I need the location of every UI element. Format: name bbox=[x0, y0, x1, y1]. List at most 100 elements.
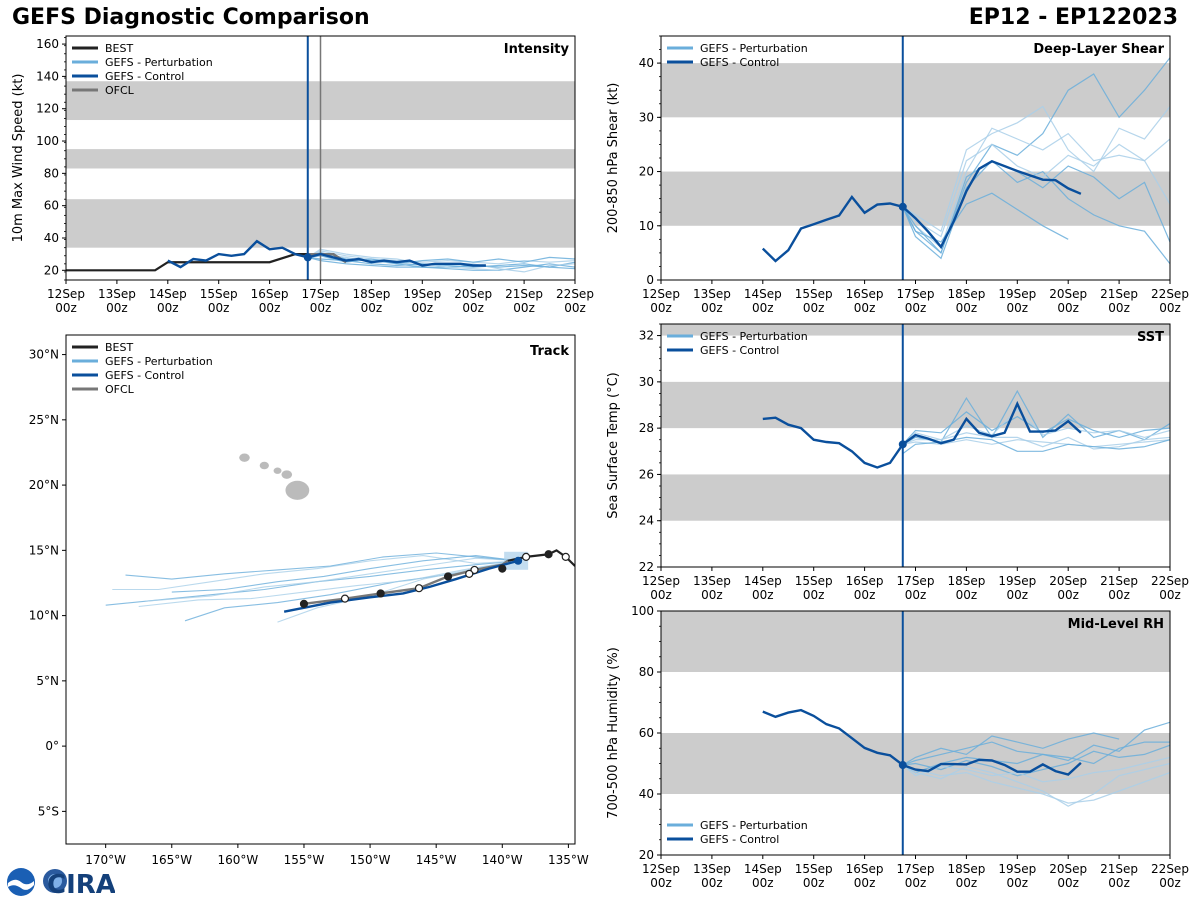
legend-label-perturbation: GEFS - Perturbation bbox=[105, 56, 213, 69]
y-tick-label-sst: 22 bbox=[639, 560, 654, 574]
panel-sst: 22242628303212Sep00z13Sep00z14Sep00z15Se… bbox=[606, 323, 1189, 602]
control-line-intensity bbox=[167, 239, 486, 269]
agency-logos: CIRA bbox=[7, 868, 115, 898]
plot-frame-sst bbox=[660, 323, 1171, 568]
x-tick-label-date-sst: 13Sep bbox=[693, 574, 731, 588]
track-point-2 bbox=[521, 552, 531, 561]
x-tick-label-hour-intensity: 00z bbox=[157, 301, 179, 315]
x-tick-label-hour-rh: 00z bbox=[956, 876, 978, 890]
track-point-3 bbox=[498, 564, 507, 573]
track-point-5 bbox=[465, 569, 474, 578]
control-line-rh bbox=[762, 708, 1082, 776]
legend-label-control: GEFS - Control bbox=[700, 833, 779, 846]
track-x-tick-label: 155°W bbox=[284, 853, 325, 867]
x-tick-label-hour-shear: 00z bbox=[1108, 301, 1130, 315]
y-tick-label-intensity: 160 bbox=[36, 37, 59, 51]
y-tick-label-rh: 80 bbox=[639, 665, 654, 679]
y-tick-label-sst: 24 bbox=[639, 514, 654, 528]
x-tick-label-date-shear: 21Sep bbox=[1100, 287, 1138, 301]
y-tick-label-shear: 20 bbox=[639, 165, 654, 179]
x-tick-label-date-shear: 17Sep bbox=[897, 287, 935, 301]
y-tick-label-rh: 100 bbox=[631, 604, 654, 618]
track-x-tick-label: 140°W bbox=[482, 853, 523, 867]
track-y-tick-label: 30°N bbox=[29, 348, 59, 362]
island-1 bbox=[259, 461, 269, 470]
track-control-start bbox=[514, 556, 523, 565]
x-tick-label-date-rh: 16Sep bbox=[846, 862, 884, 876]
track-point-4 bbox=[470, 565, 479, 575]
x-tick-label-date-shear: 14Sep bbox=[744, 287, 782, 301]
perturbation-line-rh-1 bbox=[902, 764, 1170, 804]
y-tick-label-rh: 40 bbox=[639, 787, 654, 801]
y-axis-label-sst: Sea Surface Temp (°C) bbox=[606, 372, 621, 519]
x-tick-label-date-shear: 13Sep bbox=[693, 287, 731, 301]
perturbation-line-intensity-5 bbox=[307, 248, 499, 271]
x-tick-label-date-shear: 19Sep bbox=[998, 287, 1036, 301]
track-x-tick-label: 150°W bbox=[350, 853, 391, 867]
legend-label-ofcl: OFCL bbox=[105, 383, 135, 396]
perturbation-line-intensity-4 bbox=[307, 255, 575, 265]
y-tick-label-shear: 40 bbox=[639, 56, 654, 70]
legend-label-control: GEFS - Control bbox=[700, 344, 779, 357]
x-tick-label-date-shear: 22Sep bbox=[1151, 287, 1189, 301]
y-axis-label-rh: 700-500 hPa Humidity (%) bbox=[606, 647, 621, 819]
track-point-6 bbox=[443, 572, 453, 581]
track-y-tick-label: 5°S bbox=[38, 804, 59, 818]
x-tick-label-date-shear: 15Sep bbox=[795, 287, 833, 301]
x-tick-label-date-sst: 20Sep bbox=[1049, 574, 1087, 588]
x-tick-label-date-sst: 19Sep bbox=[998, 574, 1036, 588]
x-tick-label-date-intensity: 20Sep bbox=[454, 287, 492, 301]
band-shear-1 bbox=[661, 63, 1170, 118]
island-0 bbox=[239, 453, 250, 462]
track-x-tick-label: 135°W bbox=[548, 853, 589, 867]
x-tick-label-hour-rh: 00z bbox=[1108, 876, 1130, 890]
x-tick-label-hour-sst: 00z bbox=[1159, 588, 1181, 602]
x-tick-label-hour-intensity: 00z bbox=[361, 301, 383, 315]
perturbation-line-sst-1 bbox=[902, 439, 1170, 448]
x-tick-label-hour-rh: 00z bbox=[854, 876, 876, 890]
y-tick-label-intensity: 140 bbox=[36, 69, 59, 83]
band-sst-1 bbox=[661, 381, 1170, 429]
track-y-tick-label: 20°N bbox=[29, 478, 59, 492]
x-tick-label-date-intensity: 14Sep bbox=[149, 287, 187, 301]
perturbation-line-shear-1 bbox=[902, 127, 1170, 249]
track-point-10 bbox=[299, 599, 309, 608]
band-sst-2 bbox=[661, 324, 1170, 336]
legend-label-control: GEFS - Control bbox=[700, 56, 779, 69]
x-tick-label-hour-intensity: 00z bbox=[259, 301, 281, 315]
legend-label-ofcl: OFCL bbox=[105, 84, 135, 97]
legend-label-perturbation: GEFS - Perturbation bbox=[700, 42, 808, 55]
island-3 bbox=[281, 470, 293, 479]
x-tick-label-date-rh: 17Sep bbox=[897, 862, 935, 876]
x-tick-label-date-intensity: 12Sep bbox=[47, 287, 85, 301]
y-tick-label-sst: 32 bbox=[639, 329, 654, 343]
track-y-tick-label: 10°N bbox=[29, 609, 59, 623]
track-y-tick-label: 25°N bbox=[29, 413, 59, 427]
track-x-tick-label: 170°W bbox=[85, 853, 126, 867]
x-tick-label-hour-sst: 00z bbox=[803, 588, 825, 602]
x-tick-label-date-rh: 21Sep bbox=[1100, 862, 1138, 876]
x-tick-label-date-intensity: 19Sep bbox=[403, 287, 441, 301]
x-tick-label-hour-shear: 00z bbox=[701, 301, 723, 315]
y-tick-label-shear: 0 bbox=[646, 273, 654, 287]
track-point-8 bbox=[376, 589, 385, 598]
track-perturbation-5 bbox=[138, 560, 519, 608]
x-tick-label-date-sst: 17Sep bbox=[897, 574, 935, 588]
legend-label-perturbation: GEFS - Perturbation bbox=[700, 819, 808, 832]
y-tick-label-sst: 30 bbox=[639, 375, 654, 389]
y-tick-label-shear: 10 bbox=[639, 219, 654, 233]
perturbation-line-rh-5 bbox=[902, 762, 1170, 807]
y-tick-label-intensity: 120 bbox=[36, 102, 59, 116]
x-tick-label-date-rh: 18Sep bbox=[947, 862, 985, 876]
figure-title: GEFS Diagnostic Comparison bbox=[12, 5, 370, 30]
panel-title-rh: Mid-Level RH bbox=[1068, 617, 1164, 632]
x-tick-label-hour-sst: 00z bbox=[905, 588, 927, 602]
x-tick-label-date-rh: 20Sep bbox=[1049, 862, 1087, 876]
panel-track: 170°W 165°W 160°W 155°W 150°W 145°W 140°W 135°W… bbox=[29, 334, 589, 867]
x-tick-label-hour-intensity: 00z bbox=[208, 301, 230, 315]
y-tick-label-intensity: 20 bbox=[44, 263, 59, 277]
track-x-tick-label: 165°W bbox=[151, 853, 192, 867]
y-tick-label-sst: 26 bbox=[639, 467, 654, 481]
y-tick-label-intensity: 60 bbox=[44, 199, 59, 213]
x-tick-label-hour-shear: 00z bbox=[1057, 301, 1079, 315]
